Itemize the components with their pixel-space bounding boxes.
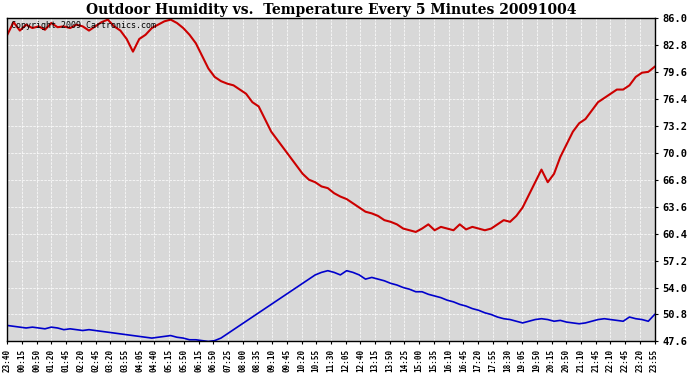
Text: Copyright 2009 Cartronics.com: Copyright 2009 Cartronics.com [10,21,155,30]
Title: Outdoor Humidity vs.  Temperature Every 5 Minutes 20091004: Outdoor Humidity vs. Temperature Every 5… [86,3,576,17]
